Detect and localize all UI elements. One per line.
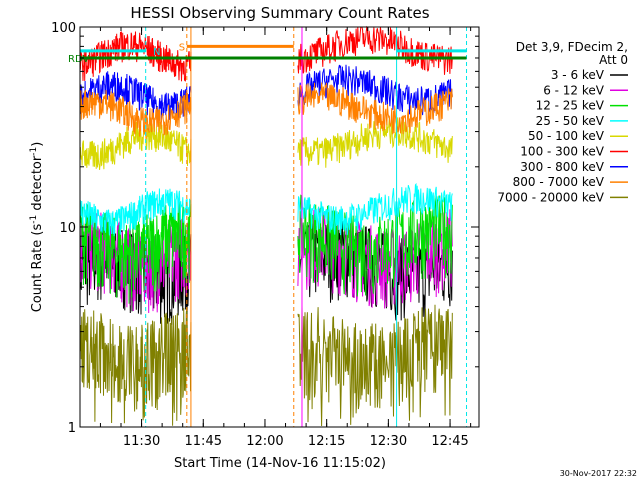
series-100-300-kev: [79, 25, 453, 82]
y-tick-label: 1: [68, 421, 76, 436]
legend-label: 6 - 12 keV: [543, 83, 605, 97]
series-7000-20000-kev: [79, 304, 453, 427]
series-trace: [79, 71, 192, 122]
series-trace: [79, 89, 192, 139]
flag-bar-rdv: RDV: [68, 54, 467, 65]
y-axis: 1 10 100: [51, 21, 479, 436]
legend-label: 25 - 50 keV: [536, 114, 605, 128]
series-trace: [297, 304, 453, 427]
series-trace: [79, 30, 192, 82]
legend-label: 300 - 800 keV: [520, 160, 604, 174]
series-12-25-kev: [79, 194, 453, 304]
y-tick-label: 10: [59, 221, 76, 236]
x-tick-label: 12:30: [370, 434, 407, 449]
legend-label: 7000 - 20000 keV: [497, 190, 604, 204]
legend-label: 12 - 25 keV: [536, 99, 605, 113]
legend-label: 100 - 300 keV: [520, 145, 604, 159]
y-axis-label: Count Rate (s-1 detector-1): [29, 142, 45, 313]
series-trace: [297, 25, 453, 75]
series-trace: [297, 194, 453, 297]
x-tick-label: 12:45: [431, 434, 468, 449]
series-800-7000-kev: [79, 82, 453, 139]
series-trace: [79, 188, 192, 237]
series-300-800-kev: [79, 64, 453, 122]
flag-label-s: S: [179, 42, 185, 53]
y-tick-label: 100: [51, 21, 76, 36]
x-tick-label: 11:45: [185, 434, 222, 449]
flag-label-n: N: [153, 47, 160, 58]
x-axis: 11:30 11:45 12:00 12:15 12:30 12:45: [99, 27, 472, 449]
legend-header-line1: Det 3,9, FDecim 2,: [516, 40, 628, 54]
series-trace: [79, 120, 192, 170]
x-tick-label: 11:30: [123, 434, 160, 449]
plot-area: N S RDV: [68, 25, 468, 427]
x-axis-label: Start Time (14-Nov-16 11:15:02): [174, 456, 386, 471]
flag-bar-n: N: [80, 47, 467, 58]
series-trace: [297, 64, 453, 116]
legend-label: 3 - 6 keV: [551, 68, 605, 82]
legend-label: 50 - 100 keV: [528, 129, 605, 143]
series-trace: [297, 182, 453, 236]
legend-header-line2: Att 0: [599, 53, 628, 67]
series-trace: [297, 116, 453, 168]
x-tick-label: 12:15: [308, 434, 345, 449]
x-tick-label: 12:00: [246, 434, 283, 449]
footer-date: 30-Nov-2017 22:32: [560, 469, 637, 478]
series-50-100-kev: [79, 116, 453, 170]
series-25-50-kev: [79, 182, 453, 237]
chart-title: HESSI Observing Summary Count Rates: [130, 4, 429, 22]
series-trace: [79, 201, 192, 304]
series-trace: [297, 82, 453, 135]
flag-label-rdv: RDV: [68, 54, 89, 65]
series-trace: [79, 307, 192, 426]
legend-label: 800 - 7000 keV: [513, 175, 605, 189]
flag-bar-s: S: [179, 42, 294, 53]
